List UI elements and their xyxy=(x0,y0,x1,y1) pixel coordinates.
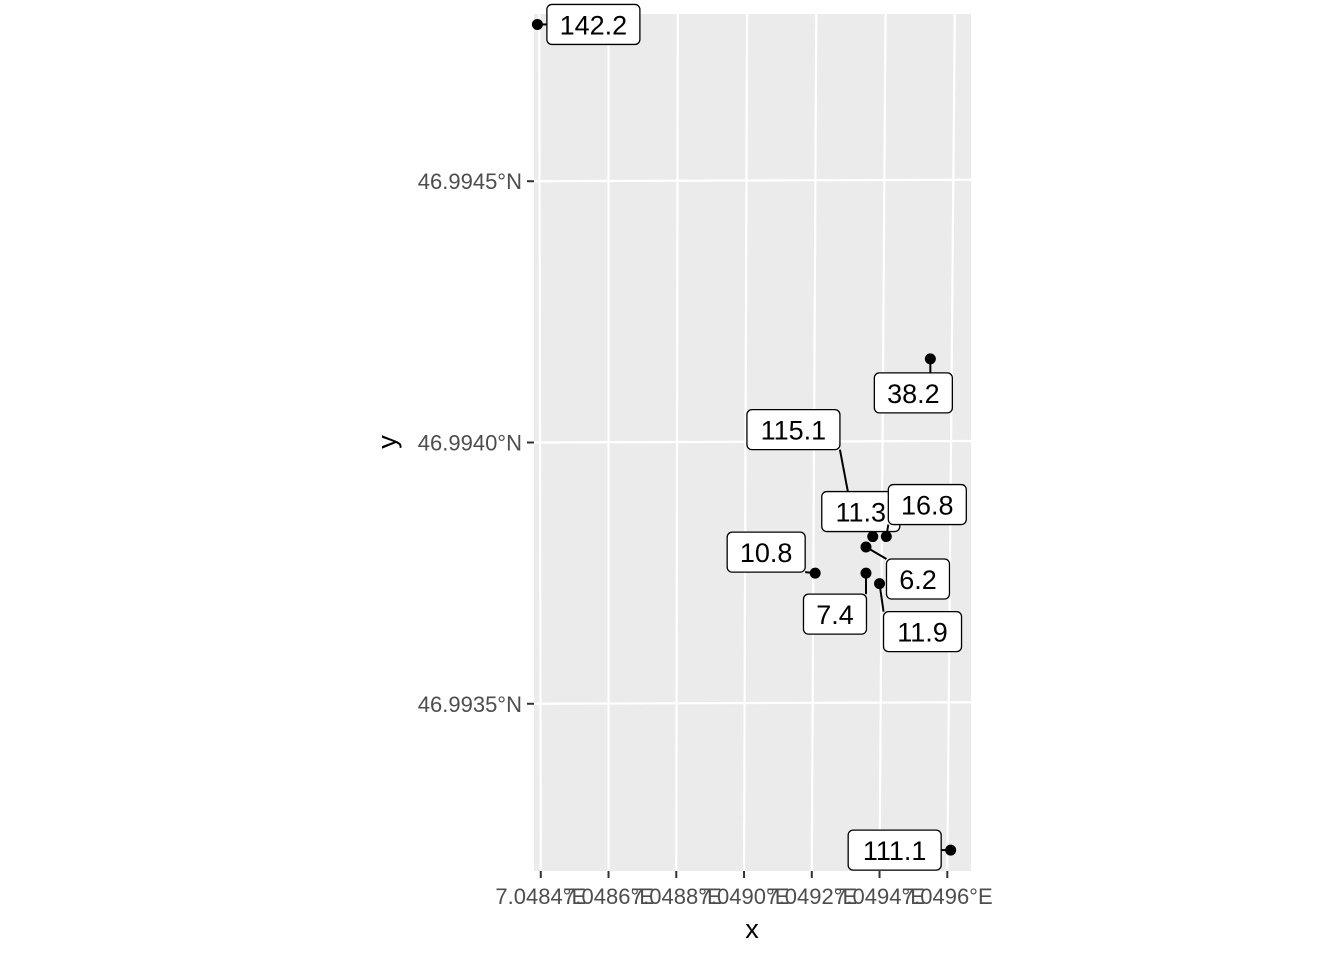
label-box xyxy=(802,593,868,635)
axes: 7.0484°E7.0486°E7.0488°E7.0490°E7.0492°E… xyxy=(418,169,993,909)
x-tick-label: 7.0494°E xyxy=(834,884,925,909)
data-point xyxy=(809,567,821,579)
point-label: 11.9 xyxy=(897,618,948,648)
label-box xyxy=(847,829,942,871)
data-point xyxy=(880,531,892,543)
y-tick-label: 46.9945°N xyxy=(418,169,522,194)
grid-line-y xyxy=(533,178,972,183)
y-tick-label: 46.9935°N xyxy=(418,692,522,717)
data-point xyxy=(531,18,543,30)
label-box xyxy=(887,483,967,526)
label-box xyxy=(873,372,953,414)
point-label: 7.4 xyxy=(816,600,854,630)
grid-line-y xyxy=(533,701,972,705)
label-box xyxy=(726,531,806,573)
grid-lines xyxy=(533,13,972,872)
grid-line-x xyxy=(946,13,956,872)
label-box xyxy=(746,409,841,451)
x-tick-label: 7.0484°E xyxy=(495,884,586,909)
x-tick-label: 7.0490°E xyxy=(699,884,790,909)
data-point xyxy=(860,541,872,553)
grid-line-x xyxy=(878,13,887,872)
data-point xyxy=(860,567,872,579)
data-marks: 142.2 38.2 115.1 11.3 16.8 6.2 10.8 7.4 11.9 111.… xyxy=(531,3,967,871)
label-box xyxy=(885,558,951,600)
data-point xyxy=(874,578,886,590)
x-tick-label: 7.0486°E xyxy=(563,884,654,909)
point-label: 10.8 xyxy=(740,538,793,568)
y-axis-title: y xyxy=(372,435,402,449)
y-tick-label: 46.9940°N xyxy=(418,431,522,456)
data-point xyxy=(867,531,879,543)
point-label: 38.2 xyxy=(887,379,940,409)
data-point xyxy=(924,353,936,365)
data-point xyxy=(945,844,957,856)
x-tick-label: 7.0488°E xyxy=(631,884,722,909)
point-label: 111.1 xyxy=(863,836,927,866)
label-box xyxy=(882,610,963,653)
point-label: 115.1 xyxy=(761,416,827,446)
point-label: 11.3 xyxy=(835,498,886,528)
point-label: 142.2 xyxy=(560,10,628,40)
label-box xyxy=(546,3,641,46)
x-axis-title: x xyxy=(745,914,759,944)
x-tick-label: 7.0496°E xyxy=(902,884,993,909)
point-label: 6.2 xyxy=(899,565,937,595)
x-tick-label: 7.0492°E xyxy=(766,884,857,909)
point-label: 16.8 xyxy=(901,491,954,521)
